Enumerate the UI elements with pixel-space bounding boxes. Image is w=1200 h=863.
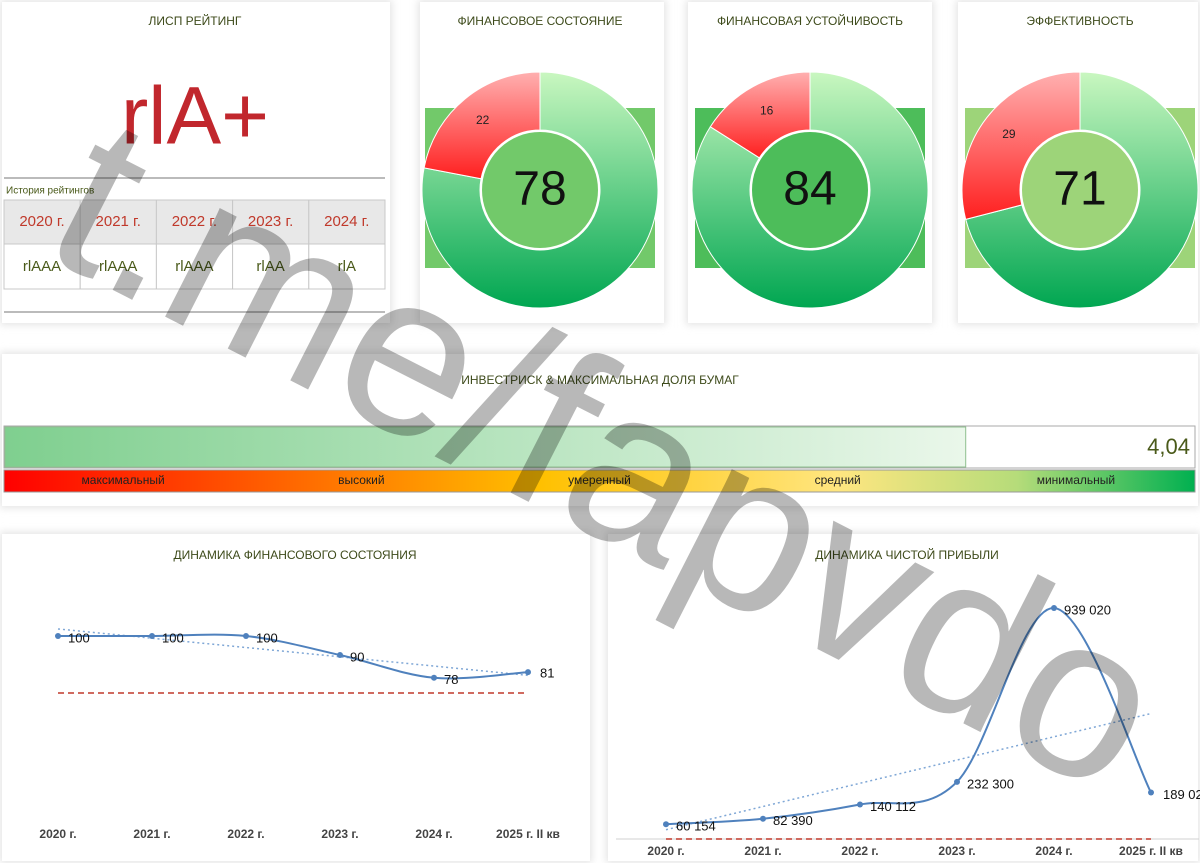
table-cell [232,243,310,290]
data-label: 140 112 [870,799,916,814]
point [525,669,531,676]
risk-label: умеренный [568,473,631,487]
segment-label: 22 [476,113,490,127]
rating-value: rlA+ [121,71,269,162]
charts: ФИНАНСОВОЕ СОСТОЯНИЕ 22 78 ФИНАНСОВАЯ УСТОЙ… [3,13,1200,858]
data-label: 232 300 [967,776,1014,791]
data-label: 100 [162,630,184,645]
x-tick-label: 2020 г. [39,827,76,841]
risk-label: минимальный [1037,473,1115,487]
trend-line [665,712,1152,831]
table-year: 2021 г. [96,213,141,230]
table-cell [79,243,157,290]
line [58,633,529,680]
center-disc [750,130,870,250]
panel-title: ФИНАНСОВАЯ УСТОЙЧИВОСТЬ [717,13,903,28]
trend-line [57,628,529,677]
point [1148,789,1154,796]
center-value: 84 [783,163,836,216]
history-label: История рейтингов [6,186,94,197]
point [1051,605,1057,612]
x-tick-label: 2020 г. [647,844,684,858]
x-tick-label: 2023 г. [321,827,358,841]
x-tick-label: 2023 г. [938,844,975,858]
data-label: 189 025 [1163,787,1200,802]
x-tick-label: 2025 г. II кв [1119,844,1183,858]
panel-title: ЛИСП РЕЙТИНГ [149,13,242,28]
panel-title: ИНВЕСТРИСК & МАКСИМАЛЬНАЯ ДОЛЯ БУМАГ [461,373,739,387]
segment-label: 16 [760,103,774,117]
table-year: 2020 г. [19,213,64,230]
point [954,778,960,785]
risk-scale [3,469,1196,493]
table-rating: rlAAA [99,258,137,275]
point [55,633,61,639]
table-header-cell [3,199,81,245]
data-label: 100 [68,630,90,645]
table-cell [308,243,386,290]
center-value: 78 [513,163,566,216]
table-year: 2024 г. [324,213,369,230]
point [149,633,155,639]
table-header-cell [79,199,157,245]
point [663,821,669,828]
table-rating: rlA [338,258,356,275]
table-year: 2023 г. [248,213,293,230]
table-cell [3,243,81,290]
table-header-cell [155,199,234,245]
point [243,633,249,639]
x-tick-label: 2021 г. [133,827,170,841]
point [431,674,437,681]
panel-title: ФИНАНСОВОЕ СОСТОЯНИЕ [458,14,623,28]
table-rating: rlAAA [175,258,213,275]
gauge-bar [4,426,967,468]
panel-title: ЭФФЕКТИВНОСТЬ [1026,14,1133,28]
x-tick-label: 2022 г. [841,844,878,858]
x-tick-label: 2024 г. [1035,844,1072,858]
x-tick-label: 2024 г. [415,827,452,841]
point [857,801,863,808]
risk-label: максимальный [82,473,165,487]
point [337,652,343,658]
center-disc [1020,130,1140,250]
data-label: 60 154 [676,819,716,834]
gauge-value: 4,04 [1147,434,1190,459]
data-label: 82 390 [773,813,813,828]
point [760,815,766,822]
x-tick-label: 2022 г. [227,827,264,841]
data-label: 90 [350,649,364,664]
data-label: 78 [444,672,458,687]
rating-table: 2020 г. rlAAA 2021 г. rlAAA 2022 г. rlAAA 2023… [3,199,386,290]
x-tick-label: 2021 г. [744,844,781,858]
table-cell [155,243,234,290]
risk-label: высокий [338,473,384,487]
data-label: 939 020 [1064,602,1111,617]
table-year: 2022 г. [172,213,217,230]
center-disc [480,130,600,250]
x-tick-label: 2025 г. II кв [496,827,560,841]
segment-label: 29 [1002,127,1016,141]
center-value: 71 [1053,163,1106,216]
table-rating: rlAA [256,258,284,275]
table-header-cell [308,199,386,245]
table-rating: rlAAA [23,258,61,275]
panel-title: ДИНАМИКА ЧИСТОЙ ПРИБЫЛИ [815,547,999,562]
risk-label: средний [815,473,861,487]
panel-title: ДИНАМИКА ФИНАНСОВОГО СОСТОЯНИЯ [173,548,416,562]
data-label: 81 [540,666,554,681]
donut-segment [709,71,811,159]
data-label: 100 [256,630,278,645]
